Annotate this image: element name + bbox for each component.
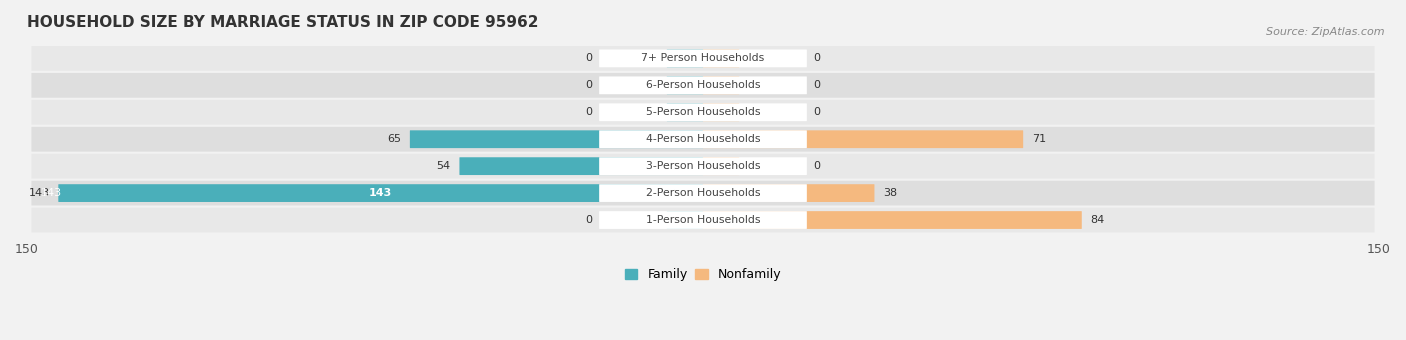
Text: 2-Person Households: 2-Person Households — [645, 188, 761, 198]
FancyBboxPatch shape — [703, 157, 740, 175]
Text: 5-Person Households: 5-Person Households — [645, 107, 761, 117]
Text: 4-Person Households: 4-Person Households — [645, 134, 761, 144]
Text: 3-Person Households: 3-Person Households — [645, 161, 761, 171]
FancyBboxPatch shape — [31, 73, 1375, 98]
FancyBboxPatch shape — [599, 211, 807, 229]
FancyBboxPatch shape — [703, 130, 1024, 148]
FancyBboxPatch shape — [31, 208, 1375, 233]
FancyBboxPatch shape — [599, 103, 807, 121]
Text: 143: 143 — [41, 188, 62, 198]
Text: 1-Person Households: 1-Person Households — [645, 215, 761, 225]
FancyBboxPatch shape — [666, 76, 703, 94]
FancyBboxPatch shape — [703, 50, 740, 67]
FancyBboxPatch shape — [31, 46, 1375, 71]
FancyBboxPatch shape — [599, 76, 807, 94]
Text: 54: 54 — [436, 161, 450, 171]
Text: 7+ Person Households: 7+ Person Households — [641, 53, 765, 63]
Text: 38: 38 — [883, 188, 897, 198]
FancyBboxPatch shape — [58, 184, 703, 202]
Text: 143: 143 — [370, 188, 392, 198]
FancyBboxPatch shape — [703, 211, 1081, 229]
Text: HOUSEHOLD SIZE BY MARRIAGE STATUS IN ZIP CODE 95962: HOUSEHOLD SIZE BY MARRIAGE STATUS IN ZIP… — [27, 15, 538, 30]
FancyBboxPatch shape — [666, 103, 703, 121]
FancyBboxPatch shape — [599, 130, 807, 148]
Text: 71: 71 — [1032, 134, 1046, 144]
Text: 0: 0 — [814, 53, 821, 63]
FancyBboxPatch shape — [703, 184, 875, 202]
Text: 65: 65 — [387, 134, 401, 144]
FancyBboxPatch shape — [703, 103, 740, 121]
FancyBboxPatch shape — [599, 157, 807, 175]
Legend: Family, Nonfamily: Family, Nonfamily — [620, 264, 786, 286]
Text: 143: 143 — [28, 188, 49, 198]
Text: Source: ZipAtlas.com: Source: ZipAtlas.com — [1267, 27, 1385, 37]
FancyBboxPatch shape — [411, 130, 703, 148]
FancyBboxPatch shape — [599, 184, 807, 202]
FancyBboxPatch shape — [31, 127, 1375, 152]
Text: 0: 0 — [814, 107, 821, 117]
FancyBboxPatch shape — [666, 50, 703, 67]
FancyBboxPatch shape — [31, 154, 1375, 178]
FancyBboxPatch shape — [599, 50, 807, 67]
FancyBboxPatch shape — [31, 100, 1375, 125]
FancyBboxPatch shape — [460, 157, 703, 175]
Text: 0: 0 — [585, 53, 592, 63]
FancyBboxPatch shape — [703, 76, 740, 94]
Text: 0: 0 — [814, 161, 821, 171]
Text: 0: 0 — [585, 80, 592, 90]
Text: 84: 84 — [1091, 215, 1105, 225]
FancyBboxPatch shape — [666, 211, 703, 229]
Text: 0: 0 — [585, 107, 592, 117]
Text: 6-Person Households: 6-Person Households — [645, 80, 761, 90]
Text: 0: 0 — [585, 215, 592, 225]
Text: 0: 0 — [814, 80, 821, 90]
FancyBboxPatch shape — [31, 181, 1375, 205]
